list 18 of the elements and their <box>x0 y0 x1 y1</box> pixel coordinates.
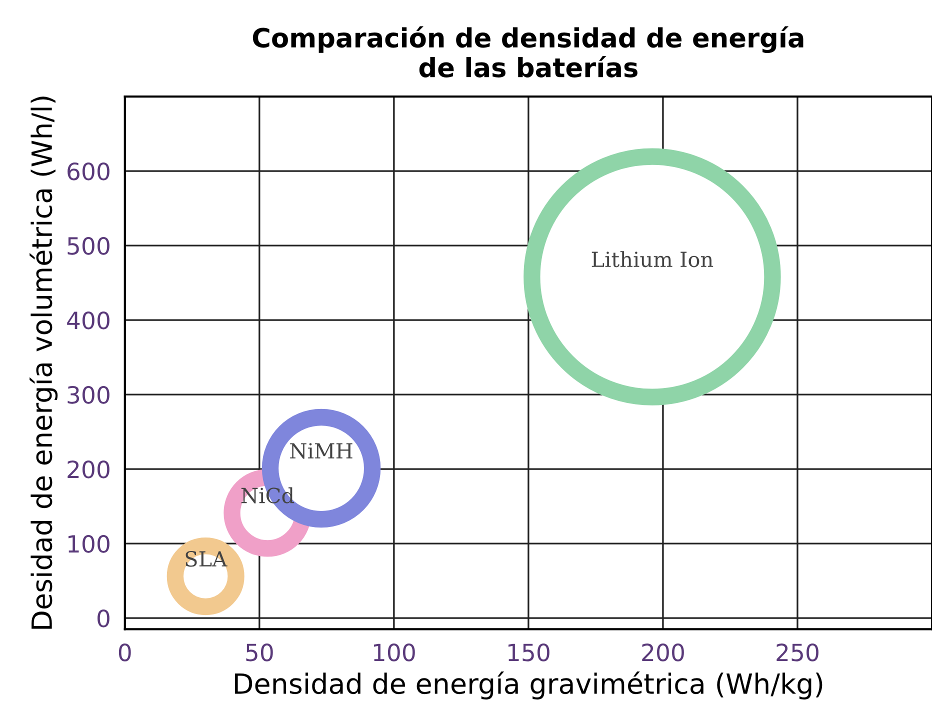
series-label: NiMH <box>290 443 352 459</box>
y-tick-label: 600 <box>68 162 110 180</box>
y-tick-label: 500 <box>68 236 110 255</box>
x-axis-title: Densidad de energía gravimétrica (Wh/kg) <box>235 671 822 700</box>
y-tick-label: 0 <box>98 609 110 628</box>
x-tick-label: 150 <box>508 644 550 662</box>
y-tick-label: 200 <box>68 460 110 478</box>
x-tick-label: 50 <box>246 644 273 662</box>
x-tick-label: 250 <box>776 644 818 662</box>
y-axis-title: Desidad de energía volumétrica (Wh/l) <box>30 96 58 629</box>
x-tick-label: 200 <box>642 644 684 662</box>
series-label: Lithium Ion <box>592 251 714 268</box>
x-tick-label: 0 <box>118 644 131 662</box>
y-tick-label: 400 <box>67 311 110 330</box>
y-tick-label: 100 <box>68 534 110 553</box>
x-tick-label: 100 <box>374 644 415 662</box>
chart-title: Comparación de densidad de energía de las baterías <box>252 26 804 78</box>
y-tick-label: 300 <box>68 386 110 404</box>
